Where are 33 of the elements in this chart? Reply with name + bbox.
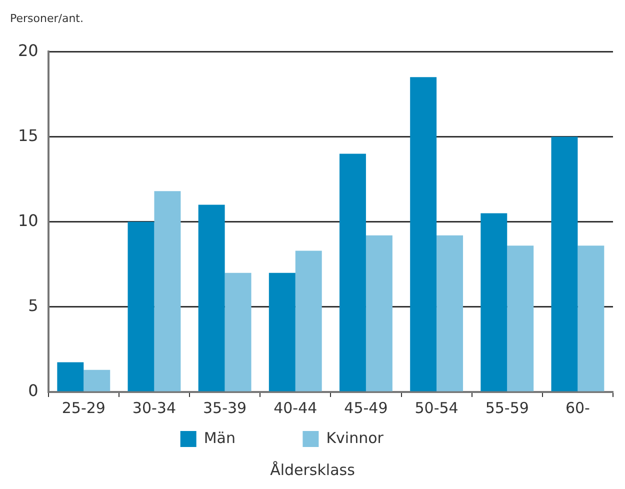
bar <box>84 370 110 392</box>
bar <box>57 362 84 392</box>
bar <box>268 272 296 392</box>
x-tick-label: 45-49 <box>344 398 388 417</box>
bar <box>410 77 437 392</box>
bar <box>366 235 392 392</box>
bar <box>224 272 252 392</box>
y-tick-label: 20 <box>18 40 38 60</box>
x-tick-label: 50-54 <box>414 398 458 417</box>
legend-label: Män <box>204 428 293 447</box>
bar <box>436 235 464 392</box>
legend-label: Kvinnor <box>326 428 441 447</box>
bar <box>480 213 508 392</box>
y-tick-label: 15 <box>18 126 38 145</box>
bar <box>154 191 181 392</box>
y-tick-label: 0 <box>28 381 38 400</box>
y-tick-label: 5 <box>28 296 38 316</box>
bar <box>578 246 604 392</box>
y-axis-title: Personer/ant. <box>9 11 84 27</box>
bar <box>128 222 154 392</box>
x-tick-label: 25-29 <box>62 398 106 417</box>
x-tick-label: 35-39 <box>203 398 247 417</box>
x-tick-label: 40-44 <box>274 398 318 417</box>
bar <box>295 250 322 392</box>
bar <box>551 136 578 392</box>
y-tick-label: 10 <box>18 210 38 230</box>
bar <box>507 246 534 392</box>
bar <box>340 154 366 392</box>
x-tick-label: 55-59 <box>485 398 529 417</box>
x-axis-title: Åldersklass <box>269 461 356 479</box>
x-tick-label: 30-34 <box>132 398 176 417</box>
bar <box>198 204 225 392</box>
x-tick-label: 60- <box>565 398 590 417</box>
